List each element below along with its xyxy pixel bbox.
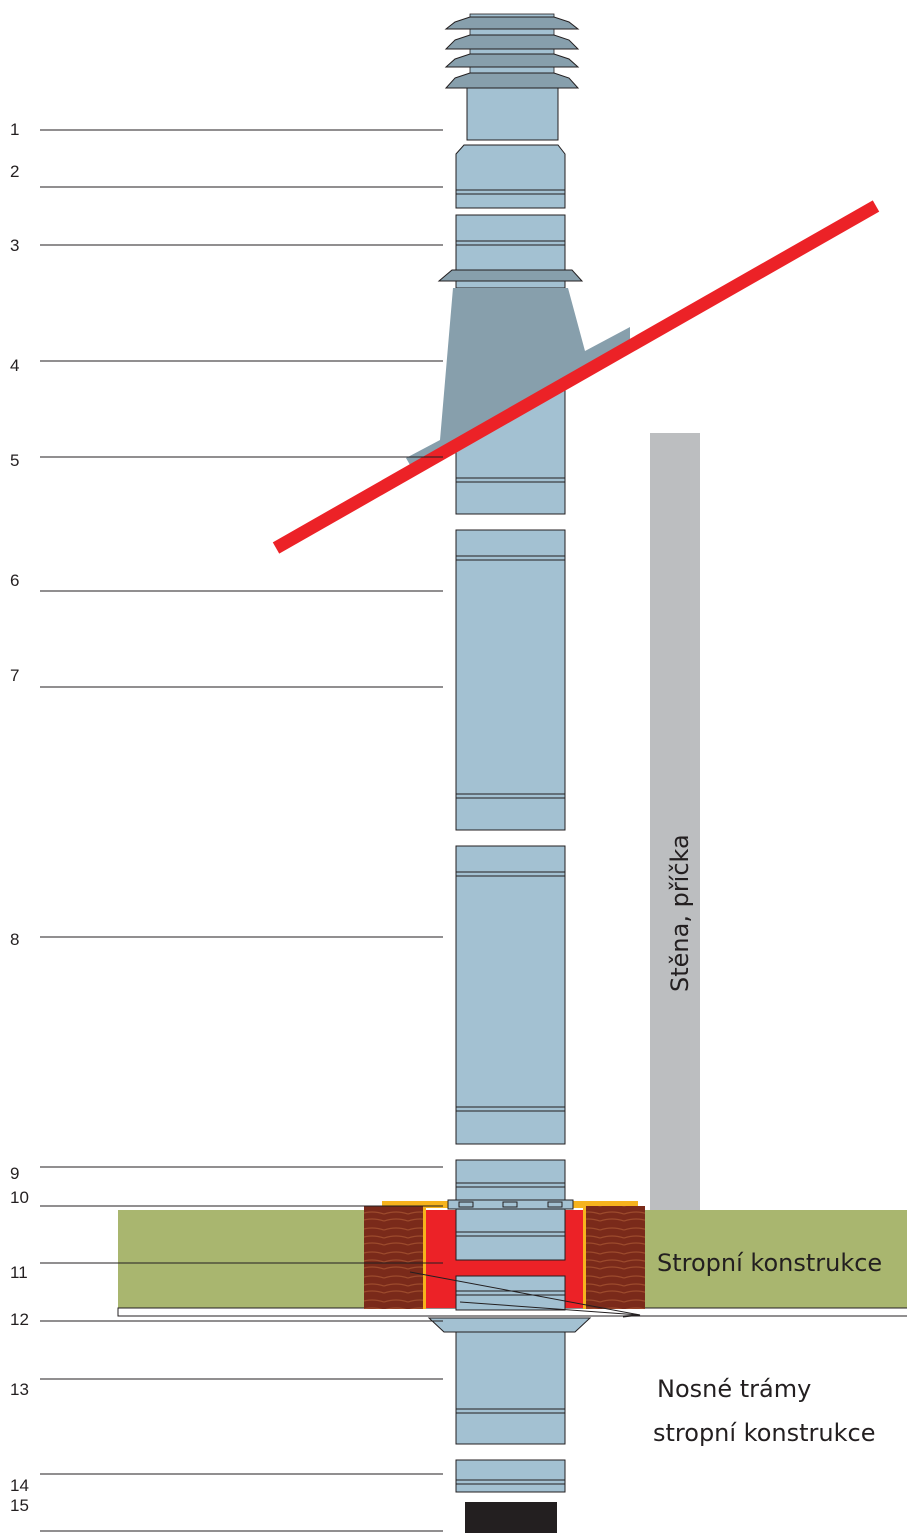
- part-number-labels: 1 2 3 4 5 6 7 8 9 10 11 12 13 14 15: [10, 120, 29, 1515]
- roof-flashing: [406, 288, 630, 465]
- sealing-tape-left: [382, 1201, 452, 1208]
- pipe-section-3: [437, 214, 584, 289]
- beam-left: [364, 1206, 423, 1309]
- pipe-section-9: [455, 1159, 566, 1201]
- part-label-5: 5: [10, 451, 19, 470]
- part-label-6: 6: [10, 571, 19, 590]
- pipe-section-2: [455, 144, 566, 209]
- part-label-9: 9: [10, 1164, 19, 1183]
- roof-line: [272, 200, 880, 554]
- rain-cap: [444, 13, 580, 141]
- ceiling-label: Stropní konstrukce: [657, 1249, 882, 1277]
- beam-right: [586, 1206, 645, 1309]
- part-label-14: 14: [10, 1476, 29, 1495]
- ceiling-pass-through: [447, 1199, 574, 1311]
- part-label-15: 15: [10, 1496, 29, 1515]
- pipe-section-13: [427, 1317, 592, 1445]
- part-label-11: 11: [10, 1263, 28, 1282]
- end-cap: [465, 1502, 557, 1533]
- part-label-13: 13: [10, 1380, 29, 1399]
- wall-partition: [650, 433, 700, 1211]
- part-label-7: 7: [10, 666, 19, 685]
- part-label-1: 1: [10, 120, 19, 139]
- pipe-section-6-7: [455, 529, 566, 831]
- part-label-10: 10: [10, 1188, 29, 1207]
- part-label-12: 12: [10, 1310, 29, 1329]
- fire-insulation: [426, 1210, 583, 1308]
- wall-label: Stěna, příčka: [666, 834, 694, 992]
- part-label-4: 4: [10, 356, 19, 375]
- pipe-section-14: [455, 1459, 566, 1493]
- sealing-tape-right: [572, 1201, 638, 1208]
- part-label-2: 2: [10, 162, 19, 181]
- part-label-3: 3: [10, 236, 19, 255]
- beams-label-line2: stropní konstrukce: [653, 1419, 875, 1447]
- pipe-section-8: [455, 845, 566, 1145]
- part-label-8: 8: [10, 930, 19, 949]
- beams-label-line1: Nosné trámy: [657, 1375, 811, 1403]
- leader-lines: [40, 129, 641, 1532]
